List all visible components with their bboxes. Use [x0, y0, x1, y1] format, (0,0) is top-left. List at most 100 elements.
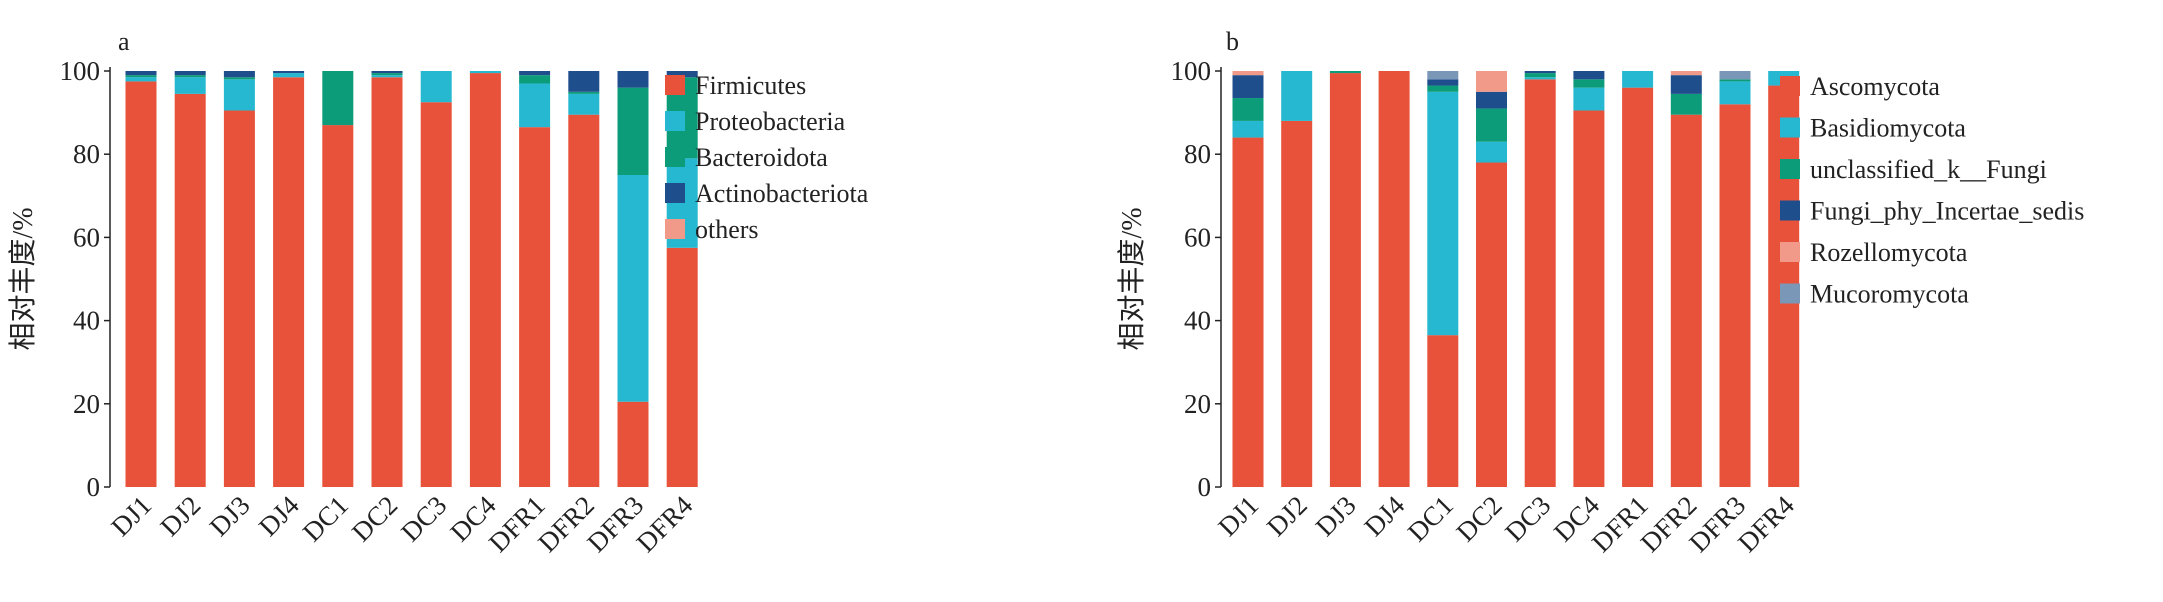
legend-label: Fungi_phy_Incertae_sedis — [1810, 197, 2084, 226]
bar-segment — [1670, 114, 1702, 488]
bar-segment — [273, 73, 305, 78]
bar-segment — [371, 73, 403, 76]
bar-segment — [1573, 110, 1605, 488]
legend-swatch — [665, 147, 685, 167]
bar-segment — [1573, 71, 1605, 80]
chart-panel-b: b 相对丰度/% 0 20 40 60 80 100 DJ1 DJ2 DJ3 DJ4 DC1 DC2 DC3… — [1108, 0, 2163, 602]
bar-segment — [568, 114, 600, 488]
bar-segment — [1476, 71, 1507, 92]
bar-segment — [125, 71, 157, 76]
legend-swatch — [1780, 76, 1800, 96]
panel-label: a — [118, 27, 130, 56]
bar-segment — [322, 125, 354, 487]
y-tick-label: 40 — [73, 306, 100, 336]
bar-segment — [1476, 162, 1507, 487]
bar-segment — [1378, 71, 1410, 487]
x-tick-label: DC1 — [1402, 490, 1459, 547]
bar-segment — [1719, 71, 1751, 80]
x-tick-label: DC2 — [1450, 490, 1507, 547]
bar-segment — [1427, 71, 1459, 80]
y-tick-label: 20 — [73, 389, 100, 419]
bar-segment — [1719, 81, 1751, 105]
x-tick-label: DJ2 — [1261, 490, 1313, 542]
y-tick-label: 60 — [73, 222, 100, 252]
legend-swatch — [665, 183, 685, 203]
legend-label: Firmicutes — [695, 71, 806, 100]
x-tick-label: DJ3 — [204, 490, 256, 542]
y-tick-label: 100 — [1171, 56, 1212, 86]
bar-segment — [519, 75, 551, 84]
bar-segment — [519, 127, 551, 487]
legend-swatch — [665, 219, 685, 239]
bar-segment — [1524, 79, 1556, 487]
chart-panel-a: a 相对丰度/% 0 20 40 60 80 100 DJ1 DJ2 DJ3 DJ4 DC1 DC2 DC3… — [0, 0, 1060, 602]
x-tick-label: DFR2 — [1635, 490, 1703, 558]
bar-segment — [1232, 98, 1264, 121]
legend-label: unclassified_k__Fungi — [1810, 155, 2047, 184]
legend-swatch — [1780, 117, 1800, 138]
bar-segment — [1232, 71, 1264, 76]
legend-label: Actinobacteriota — [695, 179, 869, 208]
bar-segment — [1476, 91, 1507, 109]
bar-segment — [371, 71, 403, 74]
bar-segment — [617, 401, 649, 487]
legend-swatch — [665, 111, 685, 131]
bar-segment — [617, 175, 649, 402]
x-tick-label: DJ3 — [1310, 490, 1362, 542]
x-tick-label: DFR4 — [631, 490, 699, 558]
bar-segment — [1622, 87, 1654, 487]
bar-segment — [1281, 120, 1313, 488]
x-tick-label: DFR3 — [1683, 490, 1751, 558]
bar-segment — [125, 75, 157, 78]
bar-segment — [1427, 335, 1459, 487]
x-tick-label: DFR2 — [532, 490, 600, 558]
legend-swatch — [665, 75, 685, 95]
x-tick-label: DFR1 — [483, 490, 551, 558]
bar-segment — [174, 71, 206, 76]
x-tick-label: DJ4 — [253, 490, 305, 542]
bar-segment — [1524, 71, 1556, 74]
bar-segment — [1670, 93, 1702, 115]
x-tick-label: DFR3 — [581, 490, 649, 558]
bar-segment — [469, 71, 501, 74]
bar-segment — [666, 71, 698, 78]
bar-segment — [617, 71, 649, 88]
legend-swatch — [1780, 242, 1800, 262]
bar-segment — [174, 77, 206, 94]
bar-segment — [1476, 108, 1507, 142]
x-tick-label: DC1 — [297, 490, 354, 547]
bar-segment — [1476, 141, 1507, 163]
bar-segment — [1281, 71, 1313, 121]
stacked-bar-chart-b: b 相对丰度/% 0 20 40 60 80 100 DJ1DJ2DJ3DJ4DC1DC2DC3… — [1116, 27, 2084, 558]
bar-segment — [125, 81, 157, 488]
legend-label: Basidiomycota — [1810, 114, 1966, 143]
y-axis-title: 相对丰度/% — [7, 207, 39, 350]
bar-segment — [223, 77, 255, 80]
legend-label: Ascomycota — [1810, 72, 1940, 101]
y-tick-label: 40 — [1184, 306, 1211, 336]
x-tick-label: DJ4 — [1358, 490, 1410, 542]
stacked-bar-chart-a: a 相对丰度/% 0 20 40 60 80 100 DJ1DJ2DJ3DJ4DC1DC2DC3… — [7, 27, 869, 558]
y-tick-label: 0 — [1198, 472, 1212, 502]
bar-segment — [322, 71, 354, 126]
bar-segment — [519, 83, 551, 128]
bar-segment — [1670, 71, 1702, 76]
bar-segment — [1719, 79, 1751, 82]
bar-segment — [371, 75, 403, 78]
bar-segment — [1427, 91, 1459, 336]
legend-label: Rozellomycota — [1810, 238, 1968, 267]
x-tick-label: DJ2 — [154, 490, 206, 542]
bar-segment — [371, 77, 403, 488]
bar-segment — [666, 247, 698, 487]
bar-segment — [1524, 73, 1556, 78]
x-tick-label: DC3 — [1499, 490, 1556, 547]
bar-segment — [568, 91, 600, 94]
bar-segment — [568, 71, 600, 92]
bar-segment — [273, 71, 305, 74]
bar-segment — [223, 79, 255, 111]
bar-segment — [519, 71, 551, 76]
bar-segment — [469, 73, 501, 487]
bar-segment — [223, 71, 255, 78]
y-tick-label: 0 — [87, 472, 101, 502]
x-tick-label: DFR1 — [1586, 490, 1654, 558]
